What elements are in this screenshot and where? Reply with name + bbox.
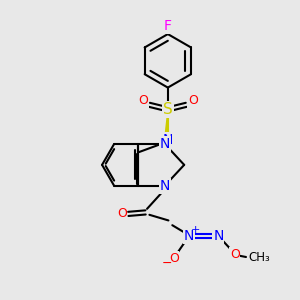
- Text: O: O: [169, 252, 179, 265]
- Text: O: O: [138, 94, 148, 107]
- Text: +: +: [191, 225, 200, 235]
- Text: N: N: [160, 137, 170, 151]
- Text: O: O: [117, 207, 127, 220]
- Text: O: O: [230, 248, 240, 260]
- Text: N: N: [213, 229, 224, 243]
- Text: N: N: [184, 229, 194, 243]
- Text: N: N: [163, 133, 173, 147]
- Text: N: N: [160, 179, 170, 193]
- Text: F: F: [164, 19, 172, 33]
- Text: S: S: [163, 102, 173, 117]
- Text: −: −: [162, 257, 172, 270]
- Text: CH₃: CH₃: [248, 251, 270, 264]
- Text: O: O: [188, 94, 198, 107]
